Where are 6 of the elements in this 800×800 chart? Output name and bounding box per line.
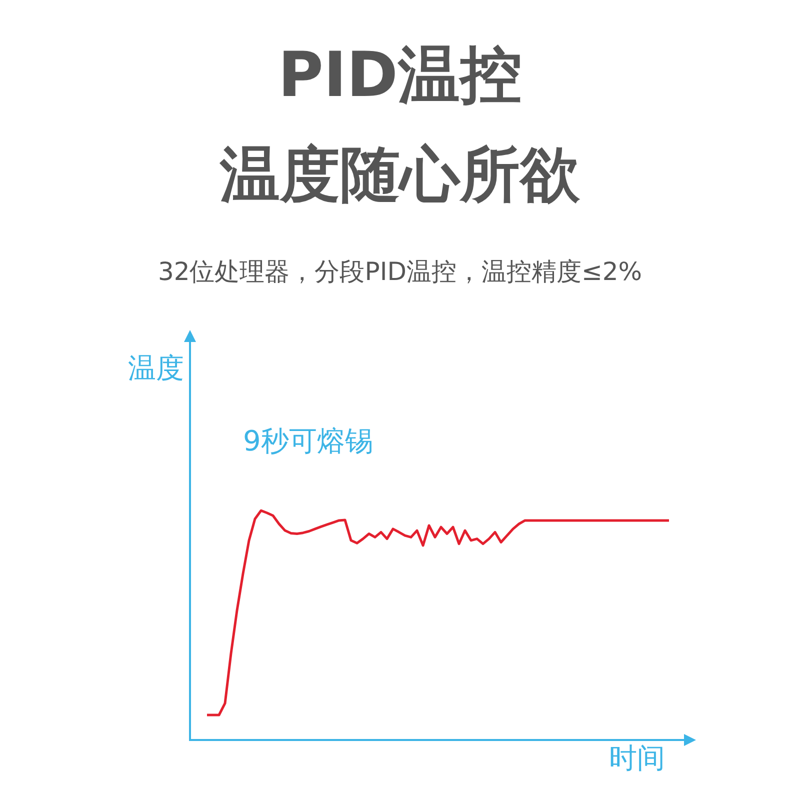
text: 9秒可熔锡 — [243, 424, 373, 458]
chart-subtitle: 温度随心所欲 — [218, 139, 581, 212]
x-axis-title: 时间 — [609, 741, 665, 774]
chart-title: PID温控 — [277, 37, 523, 113]
text: 32位处理器，分段PID温控，温控精度≤2% — [156, 256, 644, 288]
y-axis-title: 温度 — [128, 351, 184, 384]
